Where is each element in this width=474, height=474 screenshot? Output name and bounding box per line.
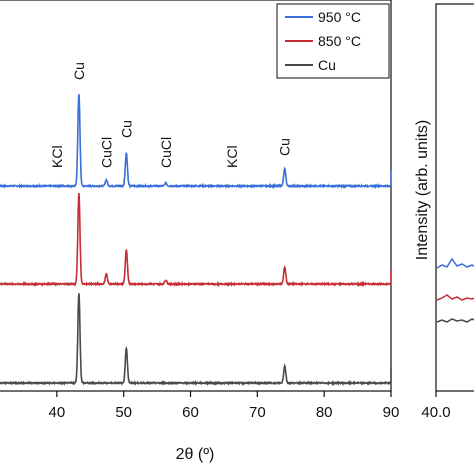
- inset-y-axis-label: Intensity (arb. units): [414, 120, 431, 261]
- peak-label-kcl-5: KCl: [224, 145, 240, 168]
- inset-series-line-1: [436, 294, 474, 301]
- series-line-850: [0, 193, 392, 288]
- x-tick-label-80: 80: [316, 404, 333, 421]
- main-x-axis-label: 2θ (º): [176, 446, 215, 463]
- inset-series-line-2: [436, 318, 474, 323]
- peak-label-cucl-4: CuCl: [158, 137, 174, 168]
- x-tick-label-90: 90: [383, 404, 400, 421]
- main-x-axis-ticks: 30405060708090: [48, 391, 400, 421]
- peak-label-cu-6: Cu: [277, 138, 293, 156]
- x-tick-label-40: 40: [48, 404, 65, 421]
- peak-label-cucl-2: CuCl: [98, 137, 114, 168]
- peak-label-cu-3: Cu: [118, 120, 134, 138]
- inset-plot-frame: [435, 3, 474, 392]
- legend-label-cu: Cu: [318, 57, 336, 73]
- series-line-cu: [0, 293, 392, 387]
- inset-series-group: [436, 257, 474, 323]
- peak-label-cu-0: Cu: [71, 62, 87, 80]
- x-tick-label-50: 50: [115, 404, 132, 421]
- x-tick-label-60: 60: [182, 404, 199, 421]
- legend: 950 °C 850 °C Cu: [276, 3, 390, 79]
- inset-series-line-0: [436, 257, 474, 269]
- inset-x-tick-label: 40.0: [421, 404, 450, 421]
- inset-chart: Intensity (arb. units) 40.0: [414, 3, 474, 421]
- series-line-950: [0, 94, 392, 190]
- legend-label-850: 850 °C: [318, 33, 361, 49]
- peak-label-kcl-1: KCl: [49, 145, 65, 168]
- legend-label-950: 950 °C: [318, 9, 361, 25]
- x-tick-label-70: 70: [249, 404, 266, 421]
- main-series-group: [0, 94, 392, 387]
